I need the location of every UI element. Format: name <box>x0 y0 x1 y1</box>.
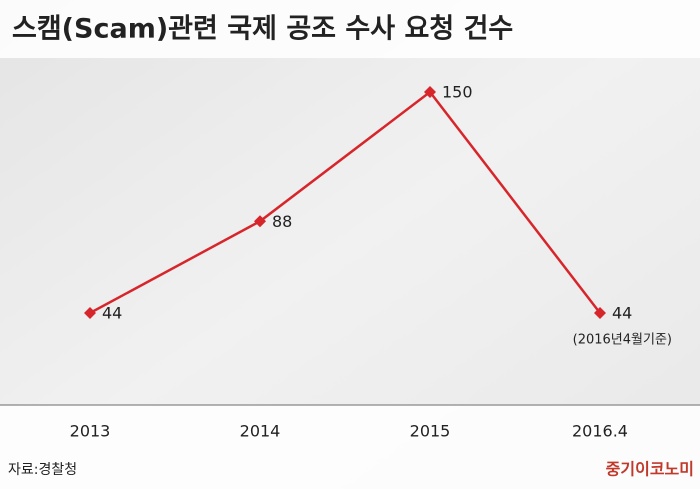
data-label: 150 <box>442 83 473 102</box>
marker <box>424 86 436 98</box>
data-label: 88 <box>272 212 292 231</box>
source: 자료:경찰청 <box>8 462 77 478</box>
marker <box>594 307 606 319</box>
marker <box>254 215 266 228</box>
footer-band <box>0 405 700 489</box>
chart-title: 스캠(Scam)관련 국제 공조 수사 요청 건수 <box>12 14 513 45</box>
x-tick-label: 2013 <box>70 422 111 441</box>
annotation: (2016년4월기준) <box>573 333 672 348</box>
x-tick-label: 2014 <box>240 422 281 441</box>
x-tick-label: 2016.4 <box>572 422 628 441</box>
marker <box>84 307 96 319</box>
data-label: 44 <box>612 304 632 323</box>
data-label: 44 <box>102 304 122 323</box>
x-tick-label: 2015 <box>410 422 451 441</box>
brand: 중기이코노미 <box>606 460 694 479</box>
title-band <box>0 0 700 58</box>
line <box>89 90 601 315</box>
